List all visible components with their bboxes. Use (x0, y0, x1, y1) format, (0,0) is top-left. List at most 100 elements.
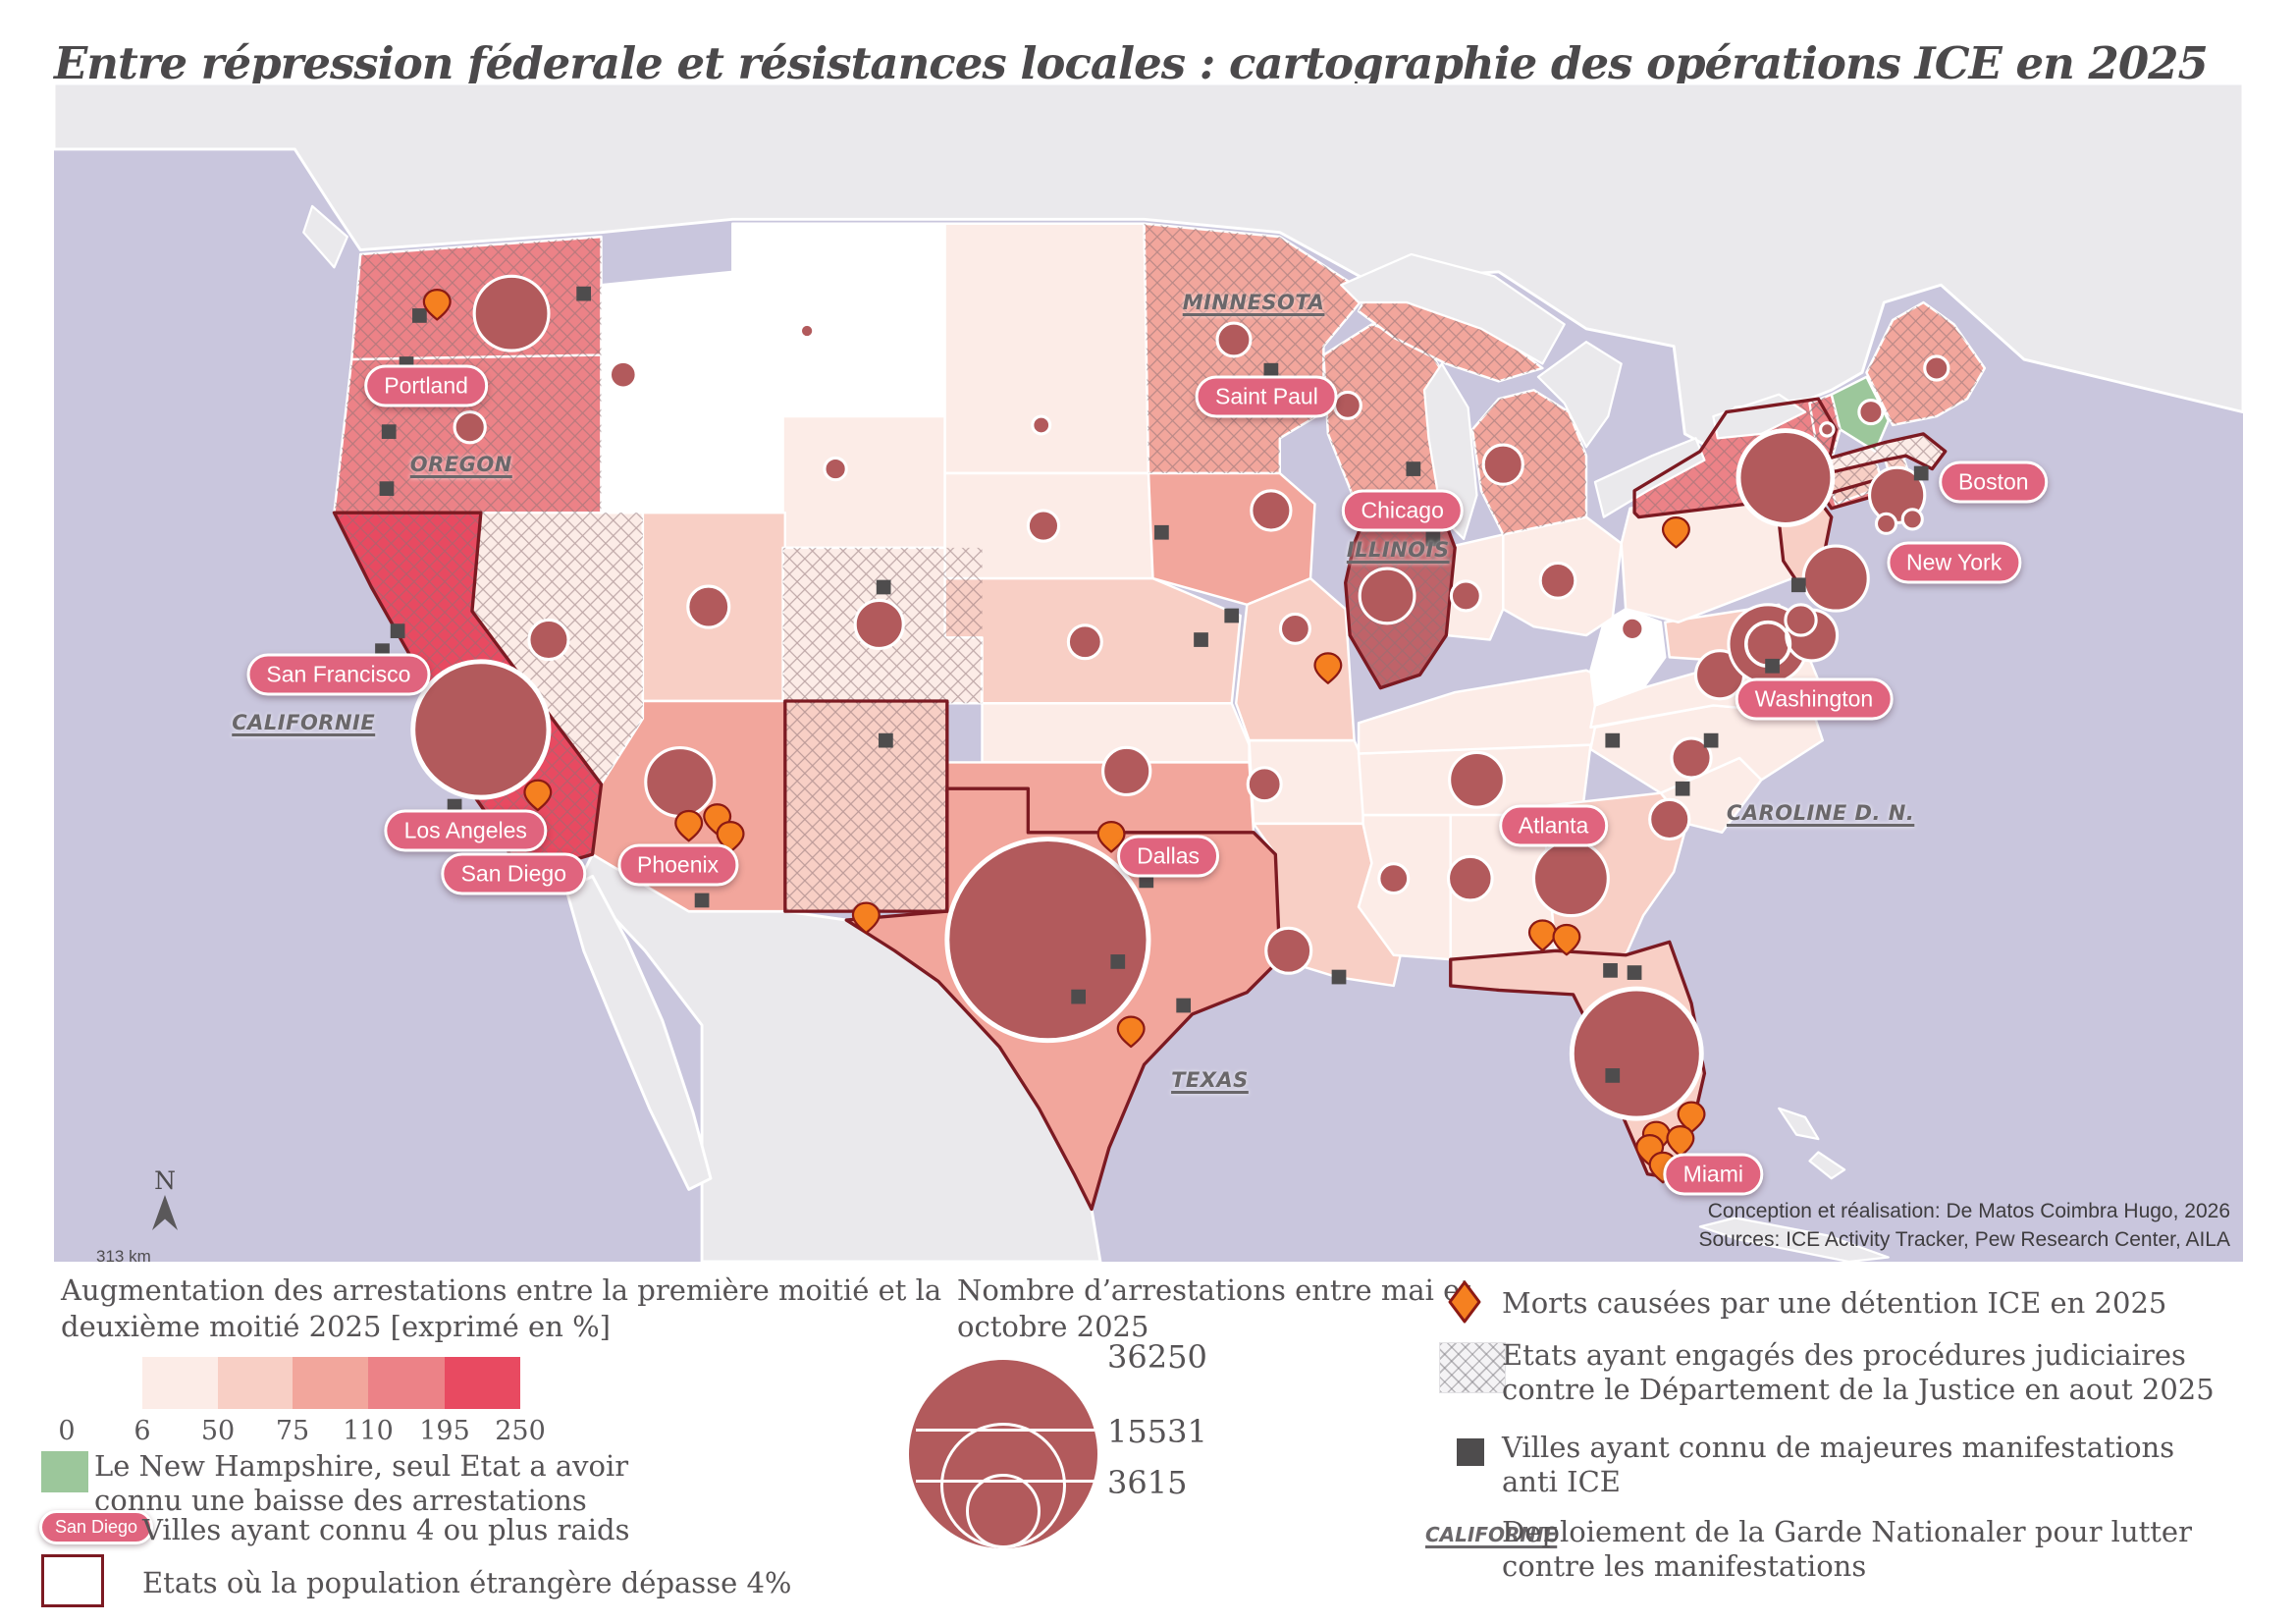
city-pill-washington: Washington (1735, 677, 1894, 721)
state-label-californie: CALIFORNIE (232, 711, 376, 735)
arrest-circle (608, 359, 638, 390)
state-ND (943, 222, 1150, 475)
arrest-circle (1332, 390, 1362, 420)
guard-text: Deploiement de la Garde Nationaler pour … (1502, 1515, 2192, 1583)
protest-square (576, 286, 592, 301)
arrest-circle (1278, 612, 1311, 645)
usa-choropleth-map (54, 83, 2243, 1262)
ramp-segment (142, 1357, 218, 1409)
city-pill-phoenix: Phoenix (616, 843, 739, 887)
death-pin (1661, 515, 1690, 549)
arrest-circle (1784, 603, 1818, 637)
arrest-circle (944, 837, 1151, 1044)
ramp-segment (445, 1357, 520, 1409)
protest-square (1913, 465, 1929, 481)
ramp-title: Augmentation des arrestations entre la p… (61, 1273, 942, 1343)
ramp-segment (368, 1357, 445, 1409)
arrest-circle (1857, 398, 1885, 426)
arrest-circle (1449, 579, 1482, 613)
arrest-circle (1900, 508, 1924, 531)
death-pin (1313, 652, 1343, 684)
map-credits: Conception et réalisation: De Matos Coim… (1698, 1197, 2230, 1254)
arrest-circle (527, 618, 570, 662)
ramp-segment (293, 1357, 368, 1409)
city-pill-new-york: New York (1887, 541, 2022, 584)
lawsuits-text: Etats ayant engagés des procédures judic… (1502, 1338, 2215, 1406)
city-pill-boston: Boston (1938, 460, 2049, 504)
arrest-circle (1801, 544, 1870, 613)
choropleth-ramp: 0 6 50 75 110 195 250 (0, 1357, 687, 1455)
sizes-title: Nombre d’arrestations entre mai et octob… (957, 1273, 1471, 1343)
state-label-texas: TEXAS (1171, 1067, 1249, 1092)
arrest-circle (453, 410, 487, 445)
protest-square (1703, 732, 1719, 748)
arrest-circle (1446, 854, 1494, 902)
protest-square (694, 893, 710, 908)
protest-square (381, 424, 397, 440)
arrest-circle (1569, 986, 1704, 1121)
protest-square-icon (1457, 1438, 1484, 1466)
raids-pill-example: San Diego (39, 1510, 154, 1544)
arrest-circle (1215, 321, 1253, 358)
arrest-circle (410, 659, 552, 800)
city-pill-portland: Portland (364, 364, 488, 407)
protest-square (412, 308, 427, 323)
ramp-tick: 75 (275, 1416, 310, 1446)
size-value: 3615 (1107, 1464, 1188, 1501)
protest-square (1263, 362, 1279, 378)
arrest-circle (1819, 421, 1836, 438)
arrest-circle (1481, 443, 1524, 486)
size-circle (966, 1474, 1041, 1548)
arrest-circle (644, 745, 717, 819)
scale-label: 313 km (96, 1247, 151, 1262)
protest-square (1425, 531, 1441, 547)
protest-square (379, 481, 395, 496)
arrest-circle (1246, 766, 1283, 803)
arrest-circle (1670, 736, 1713, 780)
death-pin (523, 779, 553, 812)
protest-square (876, 579, 891, 595)
protest-square (1605, 732, 1621, 748)
protest-square (1331, 969, 1347, 985)
state-label-illinois: ILLINOIS (1346, 538, 1450, 563)
north-arrow-icon (152, 1195, 178, 1230)
page-title: Entre répression féderale et résistances… (54, 37, 2209, 90)
protest-square (1406, 461, 1421, 476)
death-pin (1096, 821, 1126, 853)
state-MT (731, 222, 946, 418)
death-pin-icon (1447, 1279, 1482, 1328)
size-value: 15531 (1107, 1413, 1207, 1450)
protest-square (1603, 962, 1618, 978)
protest-square (1790, 577, 1806, 593)
death-pin (674, 809, 704, 842)
state-WY (781, 414, 946, 550)
protest-square (879, 732, 893, 748)
state-label-caroline-d-n-: CAROLINE D. N. (1726, 800, 1915, 825)
size-leader-line (916, 1429, 1095, 1432)
arrest-circle (1874, 512, 1898, 535)
arrest-circle (1538, 561, 1577, 600)
arrest-circle (1923, 354, 1950, 382)
green-item-text: Le New Hampshire, seul Etat a avoir conn… (94, 1449, 629, 1517)
city-pill-san-francisco: San Francisco (246, 653, 431, 696)
legend: Augmentation des arrestations entre la p… (0, 1262, 2296, 1624)
death-pin (1552, 923, 1581, 956)
scale-bar: 313 km (59, 1247, 177, 1262)
city-pill-atlanta: Atlanta (1498, 804, 1609, 847)
ramp-tick: 0 (58, 1416, 76, 1446)
arrest-circle (1026, 509, 1061, 543)
ramp-tick: 195 (419, 1416, 470, 1446)
arrest-circle (1531, 839, 1610, 918)
arrest-circle (1264, 926, 1313, 975)
arrest-circle (1448, 750, 1506, 809)
ramp-tick: 50 (200, 1416, 236, 1446)
protest-square (1176, 998, 1192, 1013)
deaths-text: Morts causées par une détention ICE en 2… (1502, 1286, 2167, 1320)
arrest-circle (1066, 623, 1103, 661)
protests-text: Villes ayant connu de majeures manifesta… (1502, 1431, 2175, 1498)
ramp-segment (218, 1357, 293, 1409)
arrest-circle (1031, 414, 1052, 436)
city-pill-los-angeles: Los Angeles (384, 809, 547, 852)
arrest-circle (1620, 616, 1645, 642)
